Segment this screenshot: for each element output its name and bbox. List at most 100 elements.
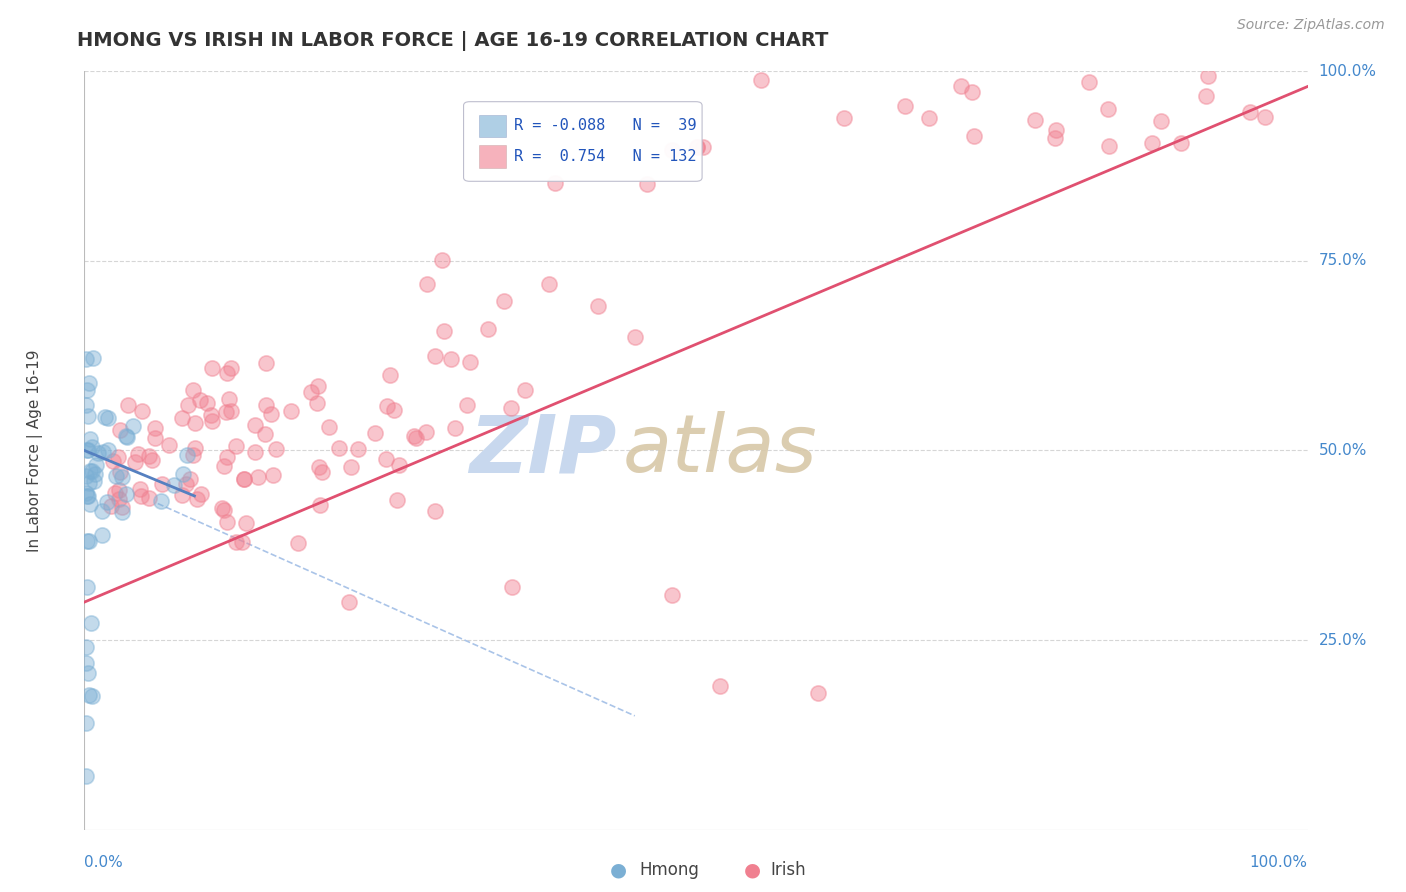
Point — [127, 447, 149, 461]
Point — [262, 467, 284, 482]
Point — [90, 504, 112, 518]
Point — [76, 534, 98, 549]
Point — [84, 458, 107, 472]
Point — [1254, 111, 1277, 125]
Point — [636, 178, 658, 192]
Point — [219, 404, 242, 418]
Point — [108, 423, 131, 437]
Text: R =  0.754   N = 132: R = 0.754 N = 132 — [513, 149, 696, 164]
Point — [444, 420, 467, 434]
Text: In Labor Force | Age 16-19: In Labor Force | Age 16-19 — [28, 349, 44, 552]
Point — [131, 404, 153, 418]
Text: Irish: Irish — [770, 861, 806, 879]
Point — [685, 140, 707, 154]
Point — [129, 489, 152, 503]
Point — [661, 143, 683, 157]
Text: Source: ZipAtlas.com: Source: ZipAtlas.com — [1237, 18, 1385, 32]
Point — [245, 418, 267, 433]
Text: Hmong: Hmong — [640, 861, 700, 879]
Point — [177, 398, 200, 412]
Point — [80, 616, 103, 631]
Text: 0.0%: 0.0% — [84, 855, 124, 870]
Text: ZIP: ZIP — [470, 411, 616, 490]
Point — [76, 489, 98, 503]
Point — [111, 505, 134, 519]
Point — [1195, 88, 1218, 103]
Point — [107, 450, 129, 464]
Point — [215, 366, 238, 380]
Point — [150, 477, 173, 491]
Point — [963, 129, 986, 144]
Point — [111, 500, 134, 514]
FancyBboxPatch shape — [479, 114, 506, 137]
Point — [184, 441, 207, 455]
Point — [423, 349, 446, 363]
Text: atlas: atlas — [623, 411, 817, 490]
Point — [513, 383, 536, 397]
Point — [79, 432, 101, 446]
Point — [105, 469, 128, 483]
Point — [101, 454, 124, 468]
Point — [1239, 104, 1261, 119]
Point — [328, 441, 350, 455]
Point — [201, 414, 224, 428]
Point — [75, 398, 97, 412]
Point — [115, 429, 138, 443]
Point — [195, 396, 218, 410]
Point — [159, 438, 181, 452]
Point — [79, 497, 101, 511]
Point — [174, 477, 197, 491]
Point — [1078, 75, 1101, 89]
Point — [311, 465, 333, 479]
Point — [201, 360, 224, 375]
Point — [215, 450, 238, 465]
Point — [97, 411, 120, 425]
Point — [181, 383, 204, 397]
Point — [77, 489, 100, 503]
Point — [318, 419, 340, 434]
Point — [382, 403, 405, 417]
Point — [172, 488, 194, 502]
FancyBboxPatch shape — [464, 102, 702, 181]
Point — [79, 464, 101, 478]
Point — [75, 769, 97, 784]
Point — [77, 534, 100, 549]
Point — [254, 356, 277, 370]
Point — [80, 440, 103, 454]
Point — [1197, 69, 1219, 83]
Point — [108, 483, 131, 497]
Point — [624, 330, 647, 344]
Point — [77, 443, 100, 458]
Point — [179, 471, 201, 485]
Point — [1140, 136, 1163, 151]
Point — [79, 476, 101, 491]
Point — [124, 455, 146, 469]
Point — [375, 451, 398, 466]
Point — [172, 410, 194, 425]
Point — [176, 448, 198, 462]
Point — [301, 384, 323, 399]
Point — [280, 404, 302, 418]
Point — [94, 410, 117, 425]
Point — [433, 324, 456, 338]
Point — [75, 352, 97, 367]
Point — [307, 396, 329, 410]
Point — [200, 408, 222, 422]
Point — [232, 472, 254, 486]
Point — [108, 465, 131, 479]
Point — [388, 458, 411, 472]
Point — [115, 430, 138, 444]
Text: 100.0%: 100.0% — [1319, 64, 1376, 78]
Point — [340, 460, 363, 475]
Point — [246, 470, 269, 484]
Point — [661, 588, 683, 602]
Point — [308, 498, 330, 512]
Point — [544, 177, 567, 191]
Point — [458, 355, 481, 369]
Text: R = -0.088   N =  39: R = -0.088 N = 39 — [513, 119, 696, 134]
Point — [138, 450, 160, 464]
Point — [346, 442, 368, 456]
Point — [97, 442, 120, 457]
Point — [949, 78, 972, 93]
Point — [91, 527, 114, 541]
